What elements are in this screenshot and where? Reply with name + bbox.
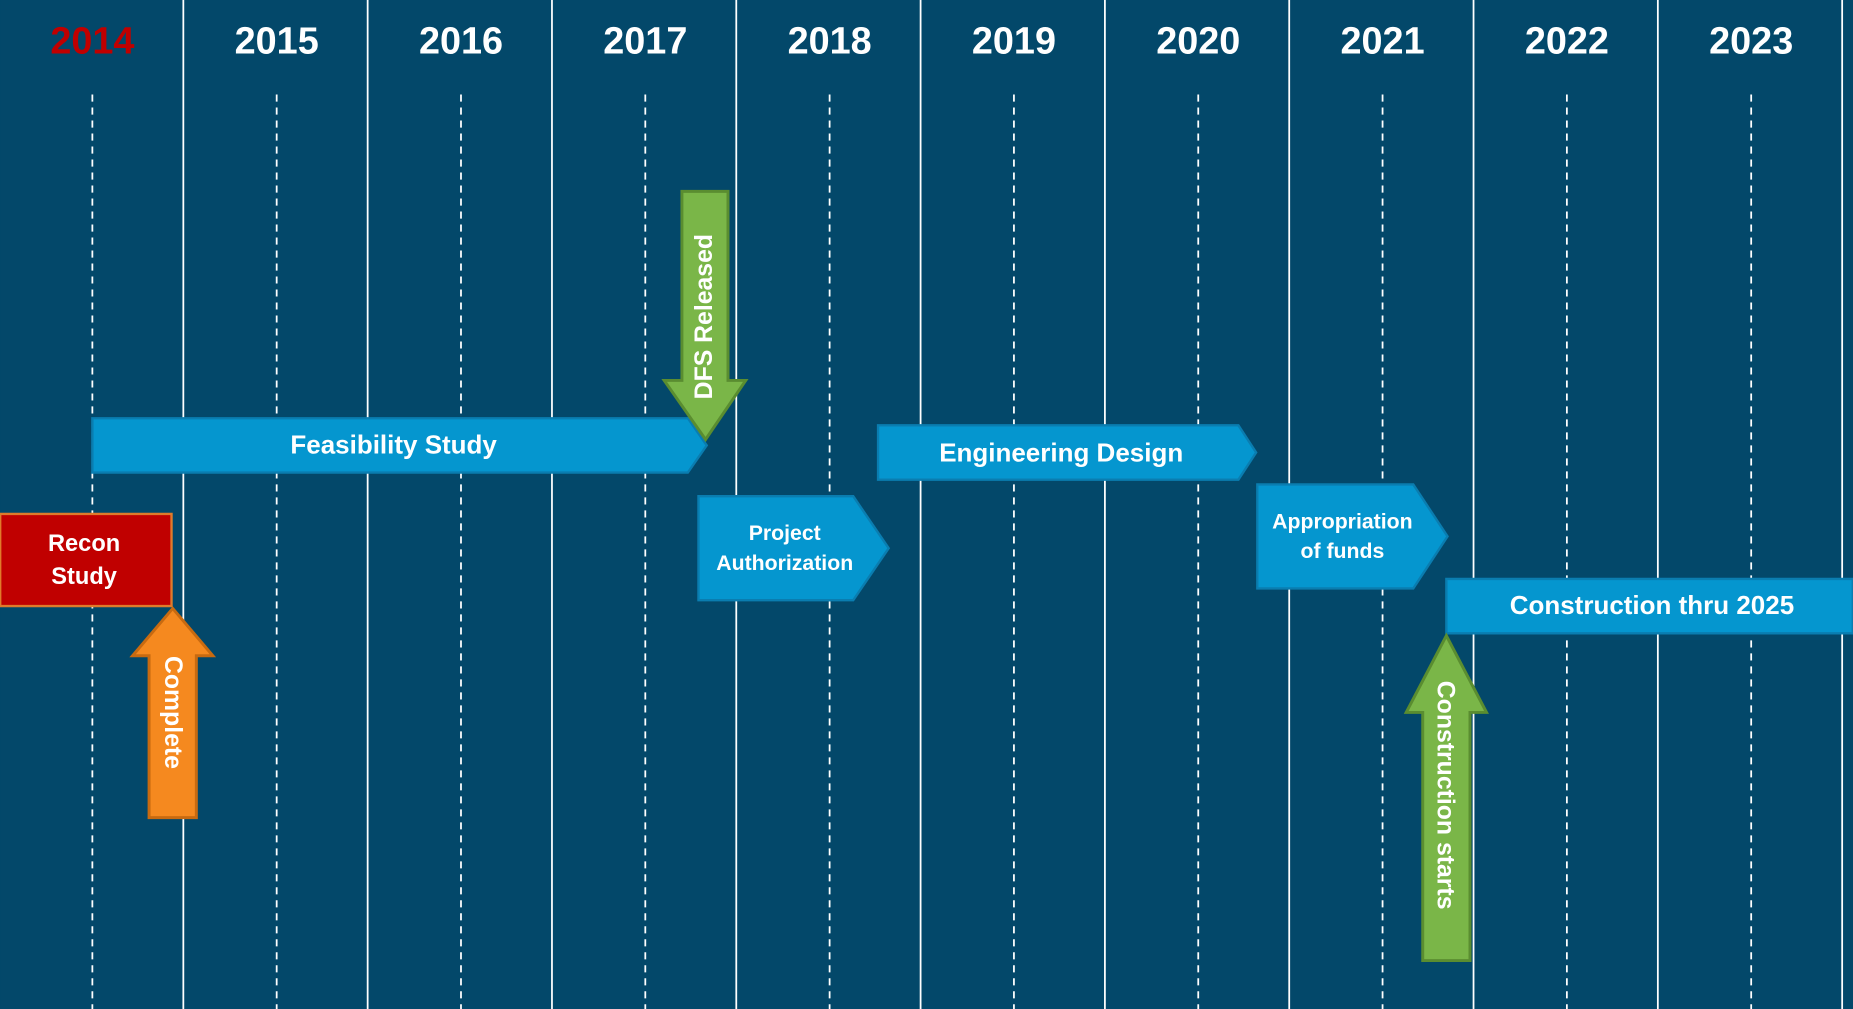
year-label: 2021 bbox=[1341, 21, 1425, 63]
phase-shape bbox=[0, 512, 173, 608]
milestone-label: DFS Released bbox=[691, 234, 718, 399]
phase-label: of funds bbox=[1300, 539, 1384, 563]
year-label: 2022 bbox=[1525, 21, 1609, 63]
milestone-label: Complete bbox=[159, 656, 186, 769]
phase-label: Appropriation bbox=[1272, 509, 1412, 533]
year-label: 2023 bbox=[1709, 21, 1793, 63]
phase-label: Authorization bbox=[716, 551, 853, 575]
year-label: 2018 bbox=[788, 21, 872, 63]
year-label: 2017 bbox=[603, 21, 687, 63]
phase-shape bbox=[1256, 483, 1449, 590]
milestone-arrow bbox=[1403, 632, 1489, 963]
year-label: 2019 bbox=[972, 21, 1056, 63]
phase-label: Construction thru 2025 bbox=[1510, 590, 1794, 620]
milestone-arrow bbox=[129, 606, 217, 820]
phase-label: Feasibility Study bbox=[290, 429, 497, 459]
year-label: 2015 bbox=[235, 21, 319, 63]
year-label: 2020 bbox=[1156, 21, 1240, 63]
milestone-arrow bbox=[661, 189, 749, 443]
phase-shape bbox=[697, 495, 891, 602]
phase-label: Project bbox=[749, 521, 821, 545]
phase-label: Engineering Design bbox=[939, 438, 1183, 468]
phase-shape bbox=[91, 417, 709, 474]
phase-shape bbox=[876, 424, 1258, 481]
phase-label: Recon bbox=[48, 531, 120, 557]
year-label: 2014 bbox=[50, 21, 134, 63]
year-label: 2016 bbox=[419, 21, 503, 63]
milestone-label: Construction starts bbox=[1431, 681, 1458, 910]
phase-label: Study bbox=[51, 564, 117, 590]
